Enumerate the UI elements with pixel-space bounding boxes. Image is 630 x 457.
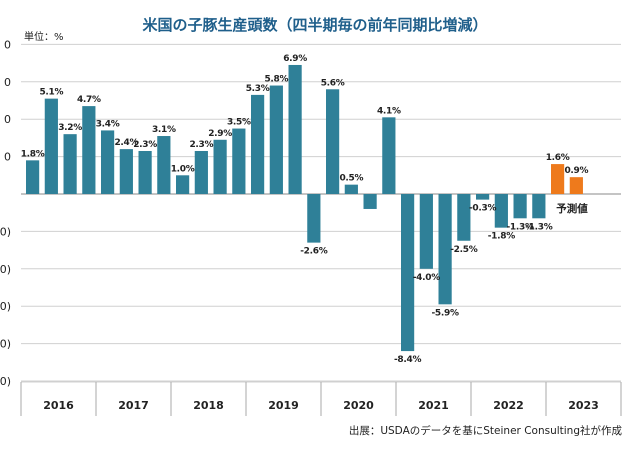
data-label: 4.1%: [377, 106, 401, 116]
forecast-bar: [551, 164, 565, 194]
bar: [344, 184, 358, 194]
data-label: 3.4%: [96, 119, 120, 129]
year-label: 2017: [118, 399, 149, 412]
data-label: -1.3%: [525, 222, 552, 232]
year-label: 2018: [193, 399, 224, 412]
bar: [382, 117, 396, 194]
y-axis-ticks: 0 0 0 0 (0) (0) (0) (0) (0): [0, 38, 11, 388]
source-note: 出展：USDAのデータを基にSteiner Consulting社が作成: [349, 424, 623, 437]
data-label: 5.3%: [246, 84, 270, 94]
year-label: 2020: [343, 399, 374, 412]
year-label: 2021: [418, 399, 449, 412]
bar: [326, 89, 340, 194]
y-tick-label: (0): [0, 338, 11, 351]
year-label: 2022: [493, 399, 524, 412]
data-label: -4.0%: [413, 273, 440, 283]
bar: [138, 150, 152, 194]
bar: [213, 139, 227, 194]
forecast-bar: [569, 177, 583, 194]
data-label: 5.6%: [321, 78, 345, 88]
bar: [194, 150, 208, 194]
bar: [532, 194, 546, 219]
data-label: -8.4%: [394, 355, 421, 365]
y-tick-label: (0): [0, 300, 11, 313]
data-label: 2.4%: [114, 138, 138, 148]
data-label: 0.9%: [564, 166, 588, 176]
data-label: 1.0%: [171, 164, 195, 174]
data-labels: 1.8%5.1%3.2%4.7%3.4%2.4%2.3%3.1%1.0%2.3%…: [21, 54, 589, 365]
bar: [82, 106, 96, 194]
y-tick-label: 0: [4, 38, 11, 51]
x-axis: 2016 2017 2018 2019 2020 2021 2022 2023: [20, 381, 622, 416]
year-label: 2019: [268, 399, 299, 412]
data-label: 2.9%: [208, 129, 232, 139]
bar: [363, 194, 377, 209]
unit-label: 単位：%: [24, 30, 64, 43]
data-label: 3.1%: [152, 125, 176, 135]
bar: [119, 149, 133, 194]
bar: [476, 194, 490, 200]
year-label: 2023: [568, 399, 599, 412]
data-label: -1.3%: [506, 222, 533, 232]
data-label: 2.3%: [189, 140, 213, 150]
bar: [232, 128, 246, 194]
y-tick-label: (0): [0, 225, 11, 238]
bar: [307, 194, 321, 243]
y-tick-label: (0): [0, 375, 11, 388]
bar: [494, 194, 508, 228]
data-label: 5.1%: [39, 88, 63, 98]
bar: [513, 194, 527, 219]
data-label: 4.7%: [77, 95, 101, 105]
bar: [44, 98, 58, 194]
y-tick-label: 0: [4, 76, 11, 89]
bar: [457, 194, 471, 241]
bar: [419, 194, 433, 269]
y-tick-label: 0: [4, 113, 11, 126]
data-label: 1.6%: [546, 153, 570, 163]
bar: [269, 85, 283, 194]
data-label: 0.5%: [339, 174, 363, 184]
data-label: 3.5%: [227, 118, 251, 128]
chart-title: 米国の子豚生産頭数（四半期毎の前年同期比増減）: [142, 16, 487, 34]
data-label: 1.8%: [21, 149, 45, 159]
bar: [176, 175, 190, 194]
y-tick-label: (0): [0, 263, 11, 276]
bar: [288, 64, 302, 194]
data-label: 5.8%: [264, 75, 288, 85]
bar: [101, 130, 115, 194]
forecast-label: 予測値: [556, 202, 588, 215]
bar: [63, 134, 77, 194]
data-label: -0.3%: [469, 204, 496, 214]
bars: [26, 64, 583, 352]
bar: [438, 194, 452, 305]
y-tick-label: 0: [4, 151, 11, 164]
year-label: 2016: [43, 399, 74, 412]
data-label: -1.8%: [488, 232, 515, 242]
data-label: 6.9%: [283, 54, 307, 64]
data-label: -2.5%: [450, 245, 477, 255]
data-label: 2.3%: [133, 140, 157, 150]
data-label: 3.2%: [58, 123, 82, 133]
bar: [157, 136, 171, 194]
data-label: -5.9%: [431, 308, 458, 318]
bar: [26, 160, 40, 194]
gridlines: [21, 43, 621, 382]
data-label: -2.6%: [300, 247, 327, 257]
bar: [251, 94, 265, 194]
bar: [401, 194, 415, 352]
